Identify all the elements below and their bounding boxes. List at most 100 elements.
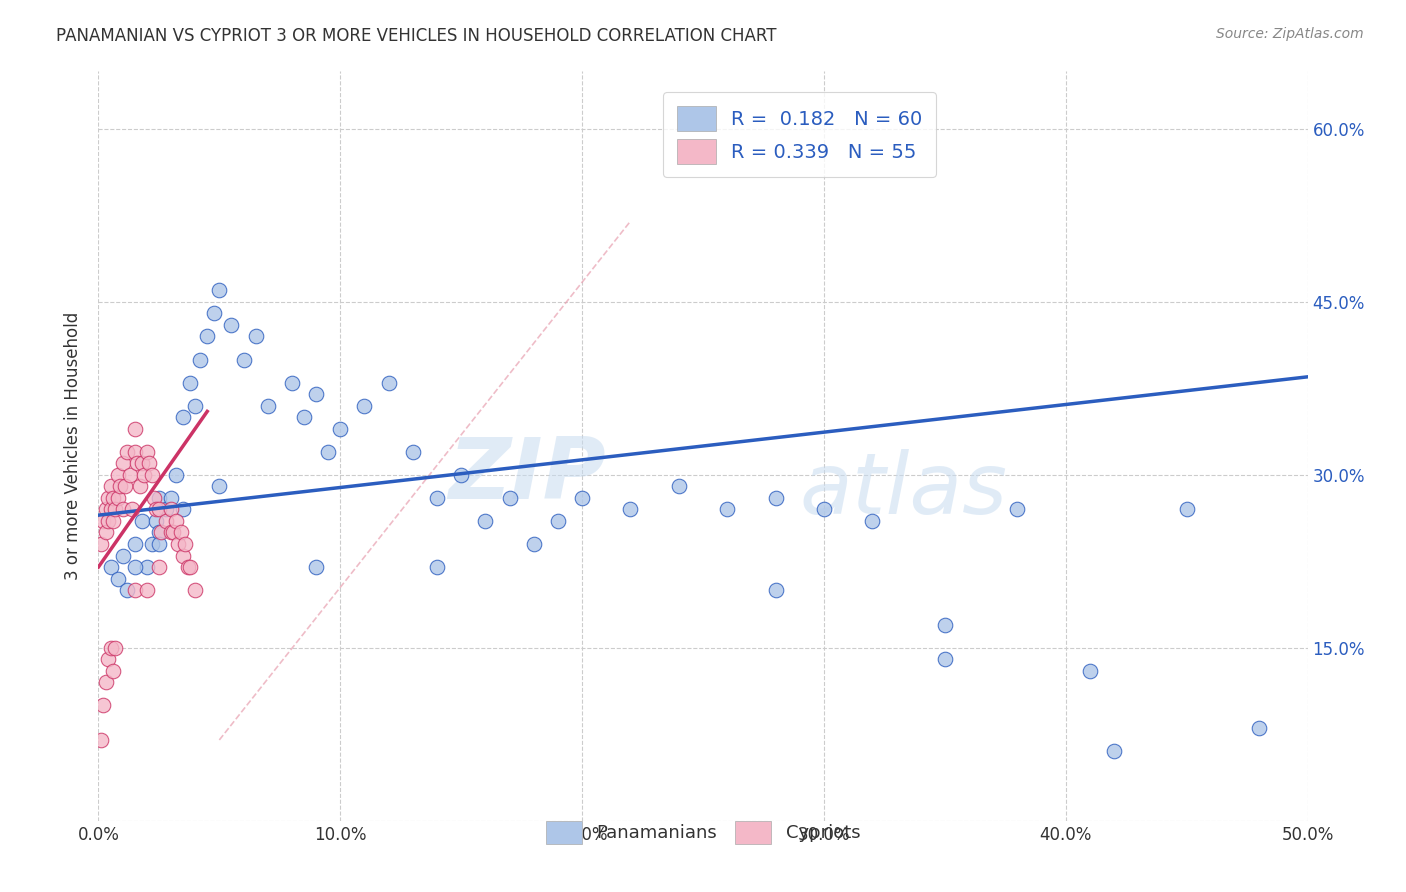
Point (148, 502, 170, 516)
Point (316, 444, 339, 458)
Point (101, 514, 124, 528)
Point (135, 444, 157, 458)
Point (135, 560, 157, 574)
Point (111, 502, 134, 516)
Point (184, 583, 207, 598)
Point (145, 514, 167, 528)
Point (107, 467, 129, 482)
Point (1102, 744, 1125, 758)
Point (402, 444, 425, 458)
Text: atlas: atlas (800, 450, 1008, 533)
Point (619, 502, 641, 516)
Point (124, 444, 146, 458)
Point (97, 652, 120, 666)
Legend: Panamanians, Cypriots: Panamanians, Cypriots (537, 812, 869, 853)
Point (204, 306, 226, 320)
Point (160, 491, 183, 505)
Text: ZIP: ZIP (449, 434, 606, 517)
Point (101, 491, 124, 505)
Point (179, 560, 201, 574)
Point (765, 583, 787, 598)
Point (165, 467, 187, 482)
Text: PANAMANIAN VS CYPRIOT 3 OR MORE VEHICLES IN HOUSEHOLD CORRELATION CHART: PANAMANIAN VS CYPRIOT 3 OR MORE VEHICLES… (56, 27, 776, 45)
Point (148, 525, 170, 540)
Point (1249, 722, 1271, 736)
Point (91, 698, 114, 713)
Point (150, 525, 173, 540)
Point (160, 502, 183, 516)
Point (121, 502, 143, 516)
Point (117, 583, 139, 598)
Point (547, 514, 569, 528)
Point (148, 491, 170, 505)
Point (813, 502, 835, 516)
Point (94, 525, 117, 540)
Point (292, 410, 315, 425)
Point (167, 537, 190, 551)
Point (221, 318, 243, 332)
Point (124, 422, 146, 436)
Point (124, 583, 146, 598)
Point (195, 329, 218, 343)
Point (1175, 502, 1198, 516)
Point (169, 525, 191, 540)
Point (107, 572, 129, 586)
Point (426, 560, 449, 574)
Point (90, 733, 112, 747)
Point (131, 514, 153, 528)
Point (111, 456, 134, 470)
Point (131, 456, 153, 470)
Point (179, 376, 201, 390)
Point (305, 387, 328, 401)
Point (172, 502, 194, 516)
Point (256, 399, 278, 413)
Point (245, 329, 267, 343)
Point (94, 675, 117, 690)
Point (100, 560, 122, 574)
Y-axis label: 3 or more Vehicles in Household: 3 or more Vehicles in Household (65, 312, 83, 580)
Point (148, 537, 170, 551)
Point (208, 479, 231, 493)
Point (474, 514, 496, 528)
Point (165, 514, 187, 528)
Point (127, 456, 149, 470)
Point (114, 479, 136, 493)
Point (101, 664, 124, 678)
Point (104, 640, 127, 655)
Point (232, 352, 254, 367)
Point (155, 514, 177, 528)
Point (90, 537, 112, 551)
Point (523, 537, 546, 551)
Point (135, 583, 157, 598)
Point (377, 376, 399, 390)
Point (97, 491, 120, 505)
Point (450, 467, 472, 482)
Point (100, 640, 122, 655)
Point (111, 549, 134, 563)
Point (162, 525, 184, 540)
Point (155, 502, 177, 516)
Point (118, 467, 141, 482)
Point (208, 284, 231, 298)
Point (571, 491, 593, 505)
Point (138, 456, 160, 470)
Point (104, 502, 127, 516)
Point (281, 376, 304, 390)
Point (860, 514, 883, 528)
Point (174, 537, 197, 551)
Point (716, 502, 738, 516)
Point (426, 491, 449, 505)
Point (498, 491, 520, 505)
Point (765, 491, 787, 505)
Point (305, 560, 328, 574)
Point (108, 479, 131, 493)
Point (1007, 502, 1029, 516)
Point (1078, 664, 1101, 678)
Point (141, 467, 163, 482)
Point (134, 467, 156, 482)
Point (172, 410, 194, 425)
Point (107, 491, 129, 505)
Point (100, 502, 122, 516)
Point (353, 399, 375, 413)
Point (160, 525, 183, 540)
